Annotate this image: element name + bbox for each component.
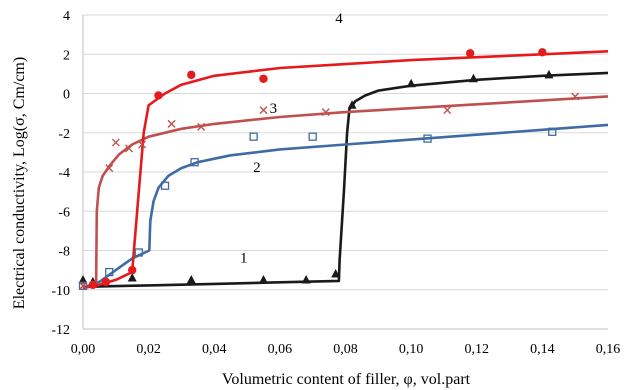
point-series-3-8 <box>321 108 330 117</box>
y-tick-label-0: -12 <box>51 323 70 338</box>
curve-label-2: 2 <box>253 160 261 176</box>
point-series-1-6 <box>331 269 341 278</box>
point-series-3-3 <box>124 144 133 153</box>
point-series-4-5 <box>259 74 268 83</box>
y-tick-label-5: -2 <box>58 127 70 142</box>
point-series-2-3 <box>160 181 170 190</box>
tick-labels: -12 -10 -8 -6 -4 -2 0 2 4 0,00 0,02 0,04 0,06 0,08 0,1… <box>51 9 620 357</box>
x-tick-label-0: 0,00 <box>71 342 96 357</box>
point-series-1-3 <box>186 274 196 284</box>
fit-line-series-4 <box>82 50 609 290</box>
fit-line-series-2 <box>82 123 609 290</box>
x-tick-label-6: 0,12 <box>465 342 490 357</box>
point-series-3-10 <box>571 92 580 101</box>
curve-label-4: 4 <box>335 11 343 27</box>
y-tick-label-1: -10 <box>51 284 70 299</box>
point-series-1-9 <box>468 73 478 83</box>
point-series-2-4 <box>190 158 199 167</box>
curve-labels: 1 2 3 4 <box>240 11 343 266</box>
y-tick-label-7: 2 <box>63 48 70 63</box>
x-tick-label-5: 0,10 <box>399 342 424 357</box>
x-axis-title: Volumetric content of filler, φ, vol.par… <box>222 371 471 388</box>
point-series-2-6 <box>308 132 317 141</box>
point-series-4-1 <box>101 277 111 287</box>
x-tick-label-2: 0,04 <box>202 342 227 357</box>
y-tick-label-3: -6 <box>58 205 70 220</box>
point-series-2-1 <box>105 267 114 277</box>
point-series-1-0 <box>78 274 88 284</box>
point-series-3-2 <box>111 138 120 147</box>
fit-line-series-3 <box>82 95 609 290</box>
point-series-3-5 <box>167 119 176 128</box>
curve-label-1: 1 <box>240 250 248 266</box>
point-series-4-0 <box>88 280 98 290</box>
point-series-3-6 <box>197 122 206 131</box>
x-tick-label-8: 0,16 <box>596 342 621 357</box>
point-series-2-8 <box>548 127 557 136</box>
y-tick-label-4: -4 <box>58 166 70 181</box>
data-markers <box>78 48 580 290</box>
point-series-4-4 <box>187 70 196 80</box>
y-tick-label-8: 4 <box>63 9 70 24</box>
point-series-2-7 <box>423 134 432 143</box>
point-series-1-4 <box>258 274 268 284</box>
fit-line-series-1 <box>82 71 609 289</box>
fit-curves <box>82 50 609 290</box>
x-tick-label-4: 0,08 <box>333 342 358 357</box>
x-tick-label-1: 0,02 <box>136 342 161 357</box>
point-series-3-1 <box>105 164 114 173</box>
point-series-4-3 <box>154 91 163 100</box>
curve-label-3: 3 <box>270 101 278 117</box>
point-series-1-2 <box>127 272 137 282</box>
y-tick-label-6: 0 <box>63 88 70 103</box>
point-series-4-6 <box>465 49 475 58</box>
point-series-2-2 <box>134 248 143 257</box>
point-series-4-2 <box>128 265 137 275</box>
y-axis-title: Electrical conductivity, Log(σ, Cm/cm) <box>11 57 28 309</box>
point-series-3-4 <box>138 140 147 149</box>
point-series-2-5 <box>249 132 258 141</box>
y-tick-label-2: -8 <box>58 245 70 260</box>
point-series-1-7 <box>347 100 357 109</box>
x-tick-label-7: 0,14 <box>530 342 555 357</box>
point-series-3-9 <box>443 106 452 115</box>
point-series-3-0 <box>79 281 87 290</box>
point-series-4-7 <box>538 48 547 57</box>
point-series-1-5 <box>301 274 311 284</box>
point-series-1-8 <box>406 78 416 88</box>
point-series-2-0 <box>78 281 88 290</box>
point-series-3-7 <box>259 106 268 115</box>
point-series-1-10 <box>544 69 554 79</box>
x-tick-label-3: 0,06 <box>268 342 293 357</box>
